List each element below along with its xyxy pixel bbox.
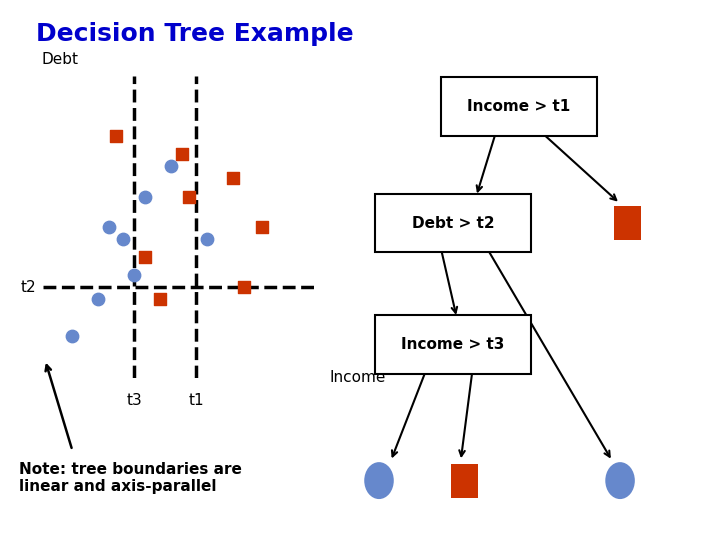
Text: Income: Income <box>330 370 386 386</box>
FancyBboxPatch shape <box>375 315 531 374</box>
Circle shape <box>606 462 635 499</box>
FancyBboxPatch shape <box>441 77 597 136</box>
Text: Decision Tree Example: Decision Tree Example <box>36 22 354 45</box>
Point <box>176 150 188 159</box>
Point <box>67 332 78 340</box>
Bar <box>451 463 478 498</box>
Text: Debt > t2: Debt > t2 <box>412 215 494 231</box>
Point <box>165 162 176 171</box>
Text: t1: t1 <box>189 393 204 408</box>
Point <box>117 234 129 243</box>
Point <box>110 132 122 140</box>
Circle shape <box>364 462 394 499</box>
Point <box>140 253 151 261</box>
Point <box>140 192 151 201</box>
Point <box>202 234 213 243</box>
Point <box>227 174 238 183</box>
Point <box>92 295 104 303</box>
Point <box>238 283 250 292</box>
Bar <box>614 206 642 240</box>
Point <box>184 192 195 201</box>
Text: t2: t2 <box>21 280 37 295</box>
Text: t3: t3 <box>127 393 143 408</box>
Text: Debt: Debt <box>41 51 78 66</box>
Point <box>256 222 268 231</box>
Point <box>154 295 166 303</box>
FancyBboxPatch shape <box>375 194 531 252</box>
Point <box>129 271 140 280</box>
Text: Income > t1: Income > t1 <box>467 99 571 114</box>
Text: Income > t3: Income > t3 <box>401 337 505 352</box>
Text: Note: tree boundaries are
linear and axis-parallel: Note: tree boundaries are linear and axi… <box>19 462 242 494</box>
Point <box>103 222 114 231</box>
